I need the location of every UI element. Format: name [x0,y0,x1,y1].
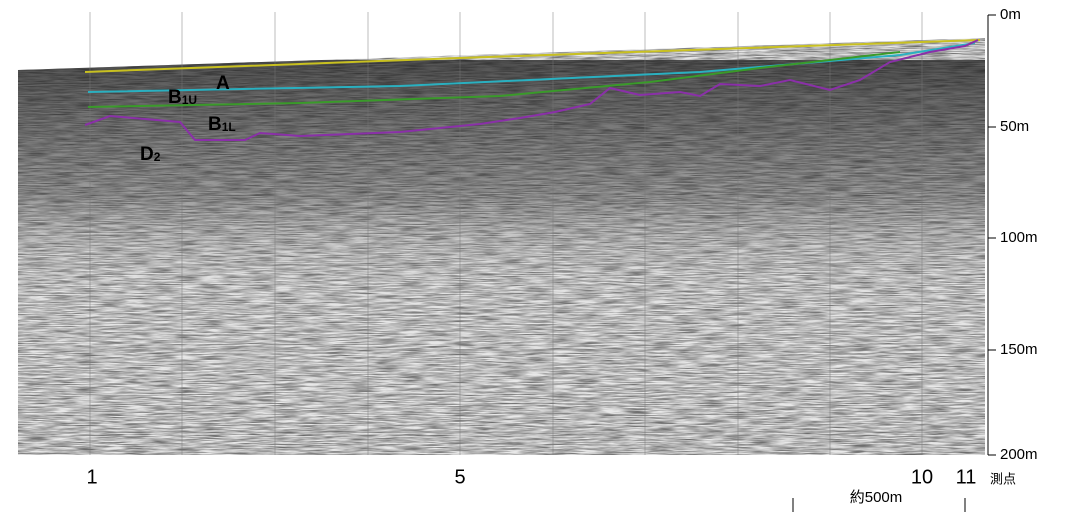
depth-axis: 0m 50m 100m 150m 200m [987,6,1038,463]
station-label: 5 [454,466,465,488]
layer-main: D [140,144,154,165]
layer-label: B1L [208,114,236,135]
layer-label: B1U [168,87,197,108]
seismic-image [18,38,985,455]
depth-label: 50m [1000,118,1029,135]
layer-sub: 1U [182,93,197,107]
layer-main: B [208,114,222,135]
station-title: 測点 [990,471,1016,486]
layer-sub: 1L [222,120,236,134]
layer-label: D2 [140,144,161,165]
scale-label: 約500m [850,489,903,506]
horizons [84,39,981,141]
layer-label: A [216,73,230,94]
depth-label: 100m [1000,229,1038,246]
depth-label: 150m [1000,341,1038,358]
station-label: 11 [956,466,977,488]
station-label: 10 [911,466,933,488]
scale-bar: 約500m [792,489,966,512]
layer-labels: A B1U B1L D2 [140,73,236,165]
layer-main: B [168,87,182,108]
stations: 1 5 10 11 測点 [86,466,1016,488]
depth-label: 200m [1000,446,1038,463]
layer-sub: 2 [154,150,161,164]
depth-label: 0m [1000,6,1021,23]
station-label: 1 [86,466,97,488]
